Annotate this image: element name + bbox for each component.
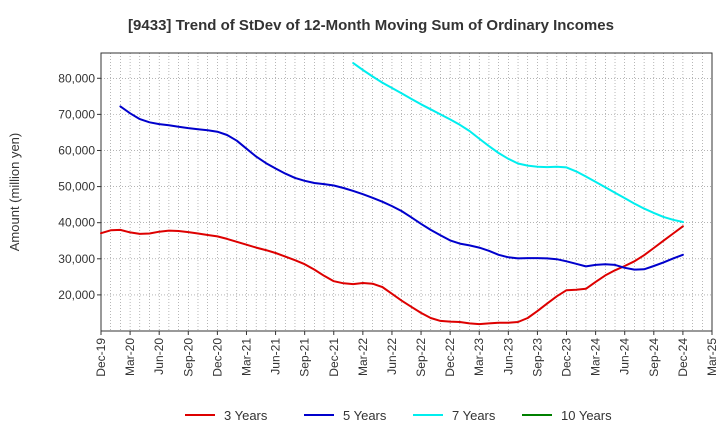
x-tick-label: Dec-20 bbox=[210, 338, 224, 377]
x-axis-ticks: Dec-19 Mar-20 Jun-20 Sep-20 Dec-20 Mar-21 Jun-… bbox=[94, 331, 719, 377]
legend-label-1: 3 Years bbox=[224, 408, 268, 423]
x-tick-label: Mar-25 bbox=[705, 338, 719, 376]
chart-title: [9433] Trend of StDev of 12-Month Moving… bbox=[128, 17, 614, 34]
y-axis-ticks: 20,000 30,000 40,000 50,000 60,000 70,000 80,0… bbox=[58, 71, 101, 302]
series-line-1 bbox=[100, 225, 684, 326]
legend-label-2: 5 Years bbox=[343, 408, 387, 423]
y-tick-label: 20,000 bbox=[58, 288, 95, 302]
x-tick-label: Mar-22 bbox=[356, 338, 370, 376]
x-tick-label: Sep-24 bbox=[647, 338, 661, 377]
x-tick-label: Jun-21 bbox=[269, 338, 283, 375]
x-tick-label: Mar-20 bbox=[123, 338, 137, 376]
x-tick-label: Jun-22 bbox=[385, 338, 399, 375]
x-tick-label: Sep-23 bbox=[530, 338, 544, 377]
x-tick-label: Mar-24 bbox=[589, 338, 603, 376]
series-line-3 bbox=[352, 62, 684, 223]
x-tick-label: Jun-24 bbox=[618, 338, 632, 375]
x-tick-label: Dec-23 bbox=[560, 338, 574, 377]
x-tick-label: Jun-23 bbox=[501, 338, 515, 375]
x-tick-label: Mar-23 bbox=[472, 338, 486, 376]
x-tick-label: Sep-21 bbox=[298, 338, 312, 377]
x-tick-label: Sep-22 bbox=[414, 338, 428, 377]
grid-lines bbox=[101, 53, 712, 331]
y-axis-label: Amount (million yen) bbox=[7, 133, 22, 252]
series-lines bbox=[100, 62, 684, 326]
x-tick-label: Jun-20 bbox=[152, 338, 166, 375]
x-tick-label: Dec-22 bbox=[443, 338, 457, 377]
legend-label-3: 7 Years bbox=[452, 408, 496, 423]
y-tick-label: 40,000 bbox=[58, 216, 95, 230]
x-tick-label: Dec-21 bbox=[327, 338, 341, 377]
plot-area bbox=[100, 52, 713, 332]
y-tick-label: 60,000 bbox=[58, 143, 95, 157]
legend-label-4: 10 Years bbox=[561, 408, 612, 423]
x-tick-label: Sep-20 bbox=[181, 338, 195, 377]
x-tick-label: Dec-24 bbox=[676, 338, 690, 377]
y-tick-label: 30,000 bbox=[58, 252, 95, 266]
legend: 3 Years 5 Years 7 Years 10 Years bbox=[185, 408, 612, 423]
series-line-2 bbox=[119, 105, 684, 271]
y-tick-label: 50,000 bbox=[58, 180, 95, 194]
x-tick-label: Mar-21 bbox=[239, 338, 253, 376]
x-tick-label: Dec-19 bbox=[94, 338, 108, 377]
y-tick-label: 80,000 bbox=[58, 71, 95, 85]
y-tick-label: 70,000 bbox=[58, 107, 95, 121]
